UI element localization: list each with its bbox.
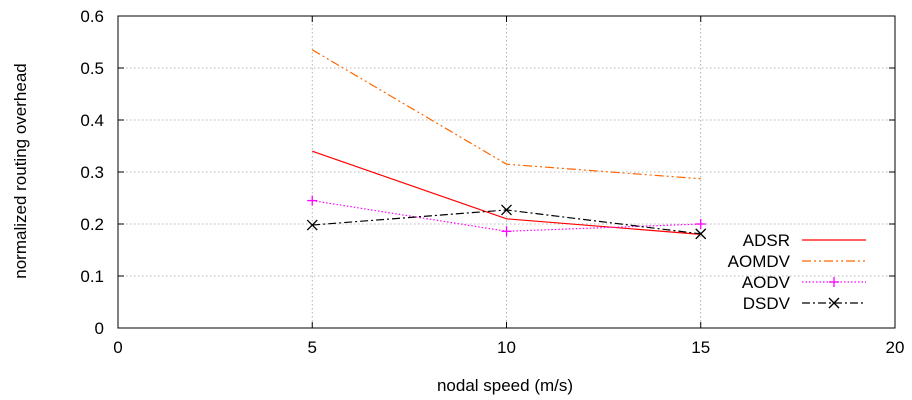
x-tick-label: 0 [113, 338, 122, 357]
data-point-dsdv [306, 219, 318, 231]
y-tick-label: 0.5 [80, 59, 104, 78]
series-line-aomdv [311, 49, 701, 180]
legend-label-adsr: ADSR [743, 231, 790, 250]
legend-label-aomdv: AOMDV [728, 252, 791, 271]
legend-marker-dsdv [828, 297, 840, 309]
data-series [306, 49, 707, 240]
axis-ticks: 0 5 10 15 20 0 0.1 0.2 0.3 0.4 0.5 0.6 [80, 7, 904, 357]
y-tick-label: 0.2 [80, 215, 104, 234]
series-adsr [312, 150, 701, 235]
x-axis-title: nodal speed (m/s) [437, 376, 573, 395]
y-tick-label: 0.4 [80, 111, 104, 130]
y-axis-title: normalized routing overhead [11, 63, 30, 278]
x-tick-label: 20 [886, 338, 905, 357]
legend-label-dsdv: DSDV [743, 294, 791, 313]
series-dsdv [306, 204, 707, 240]
y-tick-label: 0.6 [80, 7, 104, 26]
x-tick-label: 5 [308, 338, 317, 357]
series-line-adsr [312, 150, 701, 235]
series-aomdv [311, 49, 701, 180]
x-tick-label: 15 [691, 338, 710, 357]
y-tick-label: 0.3 [80, 163, 104, 182]
legend-label-aodv: AODV [742, 273, 791, 292]
y-tick-label: 0.1 [80, 267, 104, 286]
grid-lines [118, 16, 895, 328]
data-point-dsdv [501, 204, 512, 216]
x-tick-label: 10 [497, 338, 516, 357]
data-point-dsdv [695, 228, 707, 240]
legend: ADSR AOMDV AODV DSDV [728, 231, 866, 313]
y-tick-label: 0 [95, 319, 104, 338]
